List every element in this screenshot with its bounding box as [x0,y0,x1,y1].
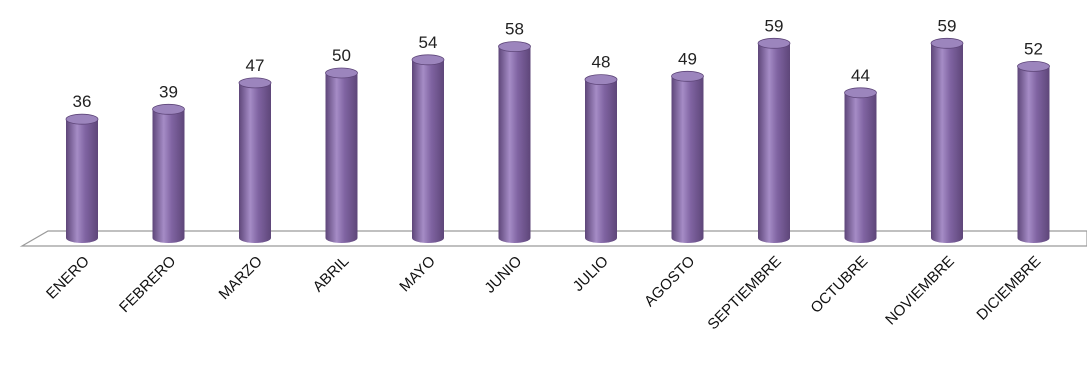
bar-body [844,92,877,244]
bar-top [238,77,272,89]
bar-agosto [671,70,704,244]
bar-top [1017,61,1050,72]
bar-body [758,43,790,243]
value-labels-group: 36 39 47 50 54 58 48 49 59 44 59 52 [73,16,1043,111]
value-label: 49 [678,49,697,68]
bar-body [152,109,185,244]
bar-diciembre [1017,61,1050,244]
bar-body [325,73,358,244]
bar-body [671,76,704,244]
bar-top [671,70,704,82]
value-label: 47 [246,56,265,75]
category-label: JUNIO [481,253,525,297]
value-label: 48 [592,53,611,72]
bar-top [930,37,964,49]
category-label: DICIEMBRE [973,253,1044,324]
category-label: AGOSTO [641,253,698,310]
bar-top [498,41,531,52]
bar-top [844,87,877,99]
category-labels-group: ENERO FEBRERO MARZO ABRIL MAYO JUNIO JULIO AGOS… [43,253,1044,333]
category-label: ABRIL [310,253,353,296]
bar-mayo [411,54,445,243]
bar-enero [65,113,99,243]
value-label: 59 [765,16,784,35]
value-label: 52 [1024,39,1043,58]
bar-octubre [844,87,877,244]
category-label: ENERO [43,253,93,303]
bar-body [412,59,444,243]
category-label: OCTUBRE [807,253,871,317]
bar-top [65,113,99,125]
category-label: MARZO [216,253,266,303]
bar-body [66,119,98,243]
bar-septiembre [757,37,791,243]
bar-julio [584,74,618,243]
bar-noviembre [930,37,964,243]
bar-top [757,37,791,49]
chart-floor [19,230,1087,247]
value-label: 39 [159,82,178,101]
bar-body [498,46,531,244]
value-label: 36 [73,92,92,111]
bar-abril [325,67,358,244]
category-label: FEBRERO [116,253,179,316]
category-label: JULIO [570,253,612,295]
bar-top [584,74,618,85]
bar-marzo [238,77,272,244]
bar-body [931,43,963,243]
category-label: NOVIEMBRE [882,253,958,329]
bar-body [585,79,617,243]
bar-top [325,67,358,79]
bar-febrero [152,103,185,244]
bars-group [65,37,1050,244]
value-label: 50 [332,46,351,65]
category-label: SEPTIEMBRE [704,253,784,333]
value-label: 58 [505,20,524,39]
bar-body [239,82,271,244]
category-label: MAYO [396,253,438,295]
bar-top [152,103,185,115]
value-label: 54 [419,33,438,52]
value-label: 44 [851,66,870,85]
bar-body [1017,66,1050,244]
bar-top [411,54,445,66]
value-label: 59 [938,16,957,35]
bar-junio [498,41,531,244]
